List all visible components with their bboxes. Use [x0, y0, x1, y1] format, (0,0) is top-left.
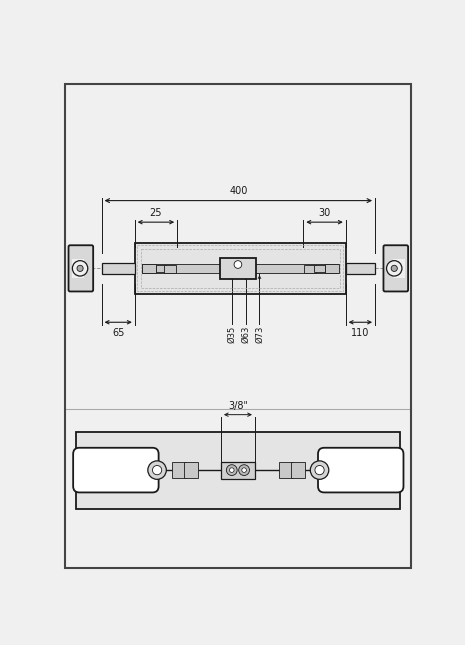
Circle shape [153, 466, 162, 475]
Bar [221, 462, 255, 479]
Circle shape [315, 466, 324, 475]
FancyBboxPatch shape [318, 448, 404, 492]
Text: 30: 30 [319, 208, 331, 218]
Bar [220, 257, 256, 279]
Bar [164, 264, 176, 273]
Circle shape [234, 261, 242, 268]
Bar [172, 462, 186, 478]
Circle shape [239, 464, 250, 475]
Bar [345, 263, 375, 273]
Bar [304, 264, 317, 273]
Bar [102, 263, 135, 273]
FancyBboxPatch shape [73, 448, 159, 492]
Bar [142, 264, 338, 273]
Text: Ø63: Ø63 [241, 326, 250, 344]
Bar [72, 259, 84, 277]
Text: Ø73: Ø73 [255, 326, 264, 344]
Text: 110: 110 [351, 328, 370, 337]
Bar [155, 264, 166, 272]
Text: 3/8": 3/8" [228, 401, 248, 411]
Bar [291, 462, 305, 478]
Bar [135, 243, 345, 293]
Circle shape [242, 468, 246, 472]
Text: 400: 400 [229, 186, 247, 196]
Bar [184, 462, 198, 478]
Circle shape [386, 261, 402, 276]
Bar [393, 259, 405, 277]
Text: 25: 25 [150, 208, 162, 218]
Bar [314, 264, 325, 272]
Bar [141, 249, 339, 288]
Circle shape [310, 461, 329, 479]
Circle shape [391, 265, 397, 272]
Bar [325, 264, 339, 273]
Circle shape [73, 261, 88, 276]
Bar [142, 264, 155, 273]
Text: 65: 65 [112, 328, 124, 337]
Circle shape [148, 461, 166, 479]
Bar [279, 462, 292, 478]
Text: Ø35: Ø35 [227, 326, 236, 343]
Circle shape [226, 464, 237, 475]
Bar [76, 432, 400, 509]
FancyBboxPatch shape [68, 245, 93, 292]
FancyBboxPatch shape [384, 245, 408, 292]
Bar [137, 245, 344, 292]
Circle shape [229, 468, 234, 472]
Circle shape [77, 265, 83, 272]
